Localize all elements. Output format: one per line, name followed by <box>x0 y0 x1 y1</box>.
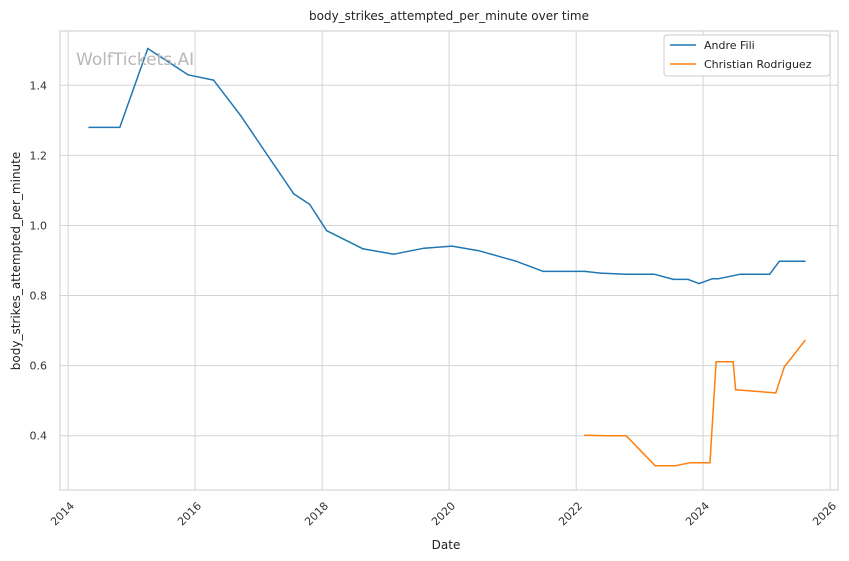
x-tick-label: 2022 <box>556 499 585 528</box>
data-point <box>451 245 453 247</box>
watermark: WolfTickets.AI <box>76 50 194 70</box>
data-point <box>732 361 734 363</box>
data-point <box>653 273 655 275</box>
legend-label-christian-rodriguez: Christian Rodriguez <box>704 58 812 71</box>
data-point <box>689 461 692 464</box>
y-axis-title: body_strikes_attempted_per_minute <box>9 152 23 370</box>
x-tick-label: 2020 <box>429 499 458 528</box>
data-point <box>775 392 777 394</box>
data-point <box>325 229 328 232</box>
chart-title: body_strikes_attempted_per_minute over t… <box>309 9 589 23</box>
data-point <box>599 272 602 274</box>
data-point <box>362 248 364 250</box>
data-point <box>687 278 689 281</box>
data-point <box>88 126 90 129</box>
data-point <box>542 270 545 273</box>
plot-frame <box>59 30 839 491</box>
y-tick-label: 1.4 <box>30 79 48 92</box>
data-point <box>239 114 242 116</box>
data-point <box>698 282 700 285</box>
x-tick-label: 2014 <box>48 499 77 528</box>
data-point <box>308 203 311 206</box>
y-tick-label: 1.0 <box>30 219 48 232</box>
y-tick-label: 0.4 <box>30 430 48 443</box>
series-lines <box>88 47 806 467</box>
data-point <box>739 273 742 275</box>
legend: Andre Fili Christian Rodriguez <box>663 34 831 77</box>
data-point <box>768 273 771 275</box>
data-point <box>293 193 295 195</box>
data-point <box>119 126 121 129</box>
data-point <box>711 277 714 280</box>
data-point <box>478 249 480 252</box>
data-point <box>147 47 149 50</box>
x-tick-label: 2018 <box>302 499 331 528</box>
legend-label-andre-fili: Andre Fili <box>704 39 755 52</box>
data-point <box>734 389 737 391</box>
data-point <box>393 253 395 255</box>
y-tick-label: 0.8 <box>30 290 48 303</box>
x-tick-label: 2016 <box>175 499 204 528</box>
data-point <box>625 434 627 437</box>
data-point <box>778 260 781 262</box>
data-point <box>674 465 676 467</box>
data-point <box>783 366 786 368</box>
x-tick-label: 2026 <box>810 499 839 528</box>
data-point <box>804 260 806 262</box>
data-point <box>709 461 711 464</box>
data-point <box>583 434 586 437</box>
y-tick-label: 0.6 <box>30 360 48 373</box>
y-tick-label: 1.2 <box>30 149 48 162</box>
data-point <box>804 339 806 342</box>
data-point <box>605 434 608 437</box>
data-point <box>625 273 627 275</box>
data-point <box>672 278 675 281</box>
legend-box <box>663 34 831 77</box>
data-point <box>654 465 657 467</box>
data-point <box>715 361 717 363</box>
data-point <box>717 277 720 280</box>
data-point <box>212 79 215 81</box>
data-point <box>423 247 425 249</box>
data-point <box>515 260 517 262</box>
data-point <box>583 270 586 273</box>
x-tick-label: 2024 <box>683 499 712 528</box>
grid-lines <box>60 31 838 490</box>
x-axis-title: Date <box>432 538 461 552</box>
data-point <box>187 74 189 76</box>
